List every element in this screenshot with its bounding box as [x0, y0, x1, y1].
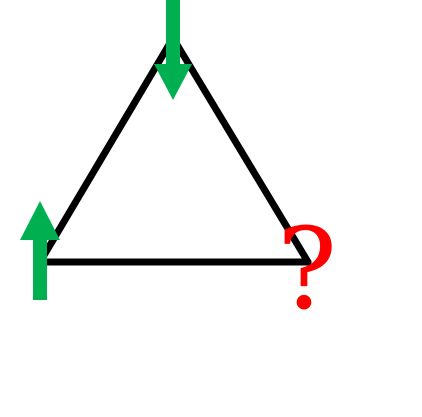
- down-arrow-icon: [154, 0, 192, 100]
- triangle: [36, 34, 312, 266]
- up-arrow-icon: [20, 201, 60, 300]
- question-mark-label: ?: [277, 205, 337, 335]
- down-arrow-head: [154, 64, 192, 100]
- left-edge: [36, 34, 177, 266]
- up-arrow-head: [20, 201, 60, 240]
- up-arrow-shaft: [33, 230, 47, 300]
- down-arrow-shaft: [166, 0, 180, 70]
- right-edge: [169, 34, 312, 266]
